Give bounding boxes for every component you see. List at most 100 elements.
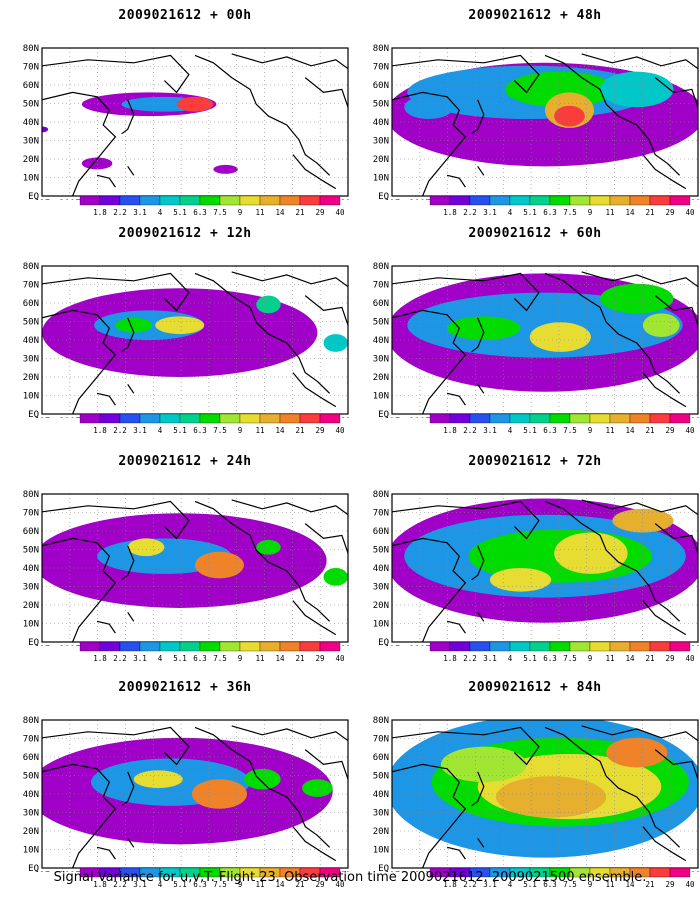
colorbar-level: 4 [158, 880, 163, 889]
lat-label: 10N [373, 174, 389, 184]
colorbar-level: 7.5 [213, 426, 227, 435]
coastline [127, 166, 135, 176]
lat-label: EQ [378, 864, 389, 872]
colorbar-level: 29 [665, 208, 674, 217]
coastline [127, 612, 135, 622]
colorbar-level: 29 [665, 880, 674, 889]
grid-lines [392, 48, 698, 196]
colorbar-swatch [239, 642, 261, 652]
coastline [96, 392, 116, 406]
lat-label: 60N [373, 299, 389, 309]
lon-label: 60W [340, 871, 350, 872]
coastline [477, 384, 485, 394]
coastline [231, 725, 348, 742]
colorbar-swatch [279, 642, 301, 652]
coastline [194, 500, 331, 622]
lat-label: EQ [378, 638, 389, 646]
colorbar-level: 7.5 [563, 426, 577, 435]
coastline [42, 726, 190, 766]
coastline [642, 600, 687, 636]
grid-lines [392, 720, 698, 868]
coastline [121, 545, 135, 581]
colorbar-level: 40 [335, 880, 345, 889]
panel-title: 2009021612 + 00h [118, 8, 252, 23]
colorbar-swatch [549, 196, 571, 206]
colorbar-swatch [489, 414, 511, 424]
colorbar: 1.8 2.2 3.1 4 5.1 6.3 7.5 9 11 14 21 29 40 [429, 642, 695, 663]
lat-label: 70N [23, 281, 39, 291]
panel-title: 2009021612 + 24h [118, 454, 252, 469]
coastline [581, 53, 698, 70]
coastline [392, 726, 540, 766]
colorbar-level: 3.1 [483, 426, 497, 435]
variance-region [323, 568, 348, 586]
colorbar-level: 6.3 [543, 426, 557, 435]
variance-region [191, 779, 248, 809]
colorbar-swatch [649, 414, 671, 424]
variance-region [440, 746, 527, 783]
colorbar-level: 7.5 [213, 208, 227, 217]
colorbar-level: 11 [255, 208, 264, 217]
lat-label: 40N [373, 564, 389, 574]
lat-label: EQ [28, 410, 39, 418]
lat-label: 20N [23, 373, 39, 383]
map-plot: 80N70N60N50N40N30N20N10NEQ80E100E120E140… [373, 44, 700, 200]
coastline [121, 771, 135, 807]
coastline [446, 174, 466, 188]
colorbar-level: 11 [605, 426, 614, 435]
colorbar-swatch [299, 414, 321, 424]
colorbar-swatch [629, 642, 651, 652]
coastline [42, 309, 117, 414]
colorbar-level: 3.1 [133, 208, 147, 217]
colorbar-level: 21 [295, 880, 304, 889]
lon-label: 60W [340, 645, 350, 646]
lon-label: 100E [59, 645, 81, 646]
colorbar-level: 6.3 [193, 880, 207, 889]
grid-lines [42, 48, 348, 196]
variance-region [529, 322, 591, 352]
coastline [231, 499, 348, 516]
variance-region [256, 539, 281, 555]
lat-label: 30N [23, 583, 39, 593]
lat-label: 60N [23, 299, 39, 309]
colorbar-level: 1.8 [93, 654, 107, 663]
colorbar-swatch [529, 414, 551, 424]
colorbar-swatch [629, 414, 651, 424]
variance-region [600, 283, 674, 314]
coastline [231, 271, 348, 288]
colorbar-swatch [569, 196, 591, 206]
colorbar-level: 3.1 [483, 208, 497, 217]
lon-label: 80E [384, 199, 400, 200]
colorbar-swatch [119, 414, 141, 424]
coastline [231, 53, 348, 70]
variance-region [606, 737, 668, 768]
colorbar-level: 9 [238, 208, 243, 217]
colorbar-level: 40 [685, 426, 695, 435]
panel-title: 2009021612 + 60h [468, 226, 602, 241]
coastline [544, 272, 681, 394]
map-panel-36h: 2009021612 + 36h 80N 70N 60N 50N 40N 30N 20N 10N… [20, 680, 350, 895]
lat-label: 70N [373, 735, 389, 745]
map-plot: 80N70N60N50N40N30N20N10NEQ80E100E120E140… [23, 716, 350, 872]
coastline [642, 826, 687, 862]
lat-label: 80N [373, 716, 389, 726]
colorbar-level: 21 [645, 208, 654, 217]
colorbar-swatch [489, 196, 511, 206]
colorbar-swatch [319, 196, 341, 206]
lon-label: 80E [384, 417, 400, 418]
lat-label: EQ [378, 192, 389, 200]
coastline [654, 77, 698, 108]
colorbar-swatch [509, 414, 531, 424]
coastline [42, 54, 190, 94]
grid-lines [392, 266, 698, 414]
colorbar-swatch [529, 196, 551, 206]
colorbar-level: 40 [685, 208, 695, 217]
coastline [121, 317, 135, 353]
colorbar-level: 5.1 [173, 654, 187, 663]
coastline [392, 500, 540, 540]
coastline [121, 99, 135, 135]
lat-label: 40N [373, 336, 389, 346]
colorbar-level: 6.3 [193, 208, 207, 217]
colorbar-level: 14 [275, 880, 285, 889]
colorbar-swatch [199, 414, 221, 424]
